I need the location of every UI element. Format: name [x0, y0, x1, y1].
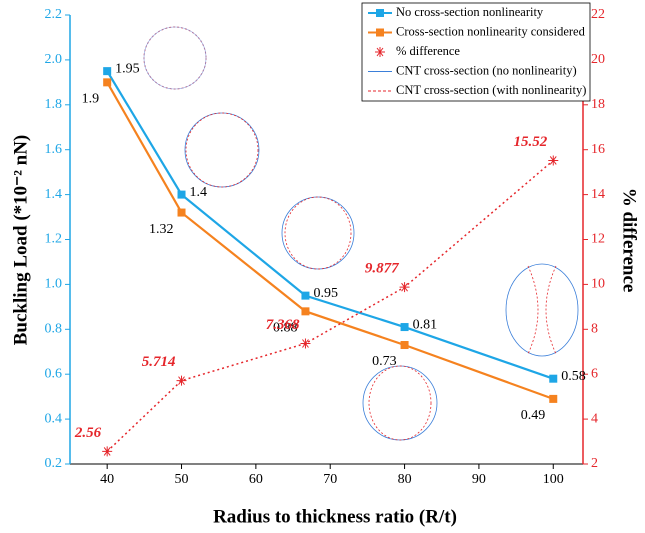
point [549, 374, 558, 383]
y2-tick-label: 8 [591, 322, 598, 337]
y2-tick-label: 14 [591, 187, 605, 202]
y2-tick-label: 4 [591, 411, 598, 426]
series-line [106, 159, 554, 452]
y2-tick-label: 20 [591, 52, 605, 67]
data-label: 0.58 [561, 369, 586, 384]
x-tick-label: 100 [543, 472, 564, 487]
cross-section-insets [143, 26, 579, 441]
point [103, 67, 112, 76]
data-label: 0.81 [413, 317, 438, 332]
x-tick-label: 40 [100, 472, 114, 487]
y2-tick-label: 18 [591, 97, 605, 112]
y-tick-label: 1.6 [45, 142, 63, 157]
data-label: 0.95 [313, 286, 338, 301]
y2-tick-label: 2 [591, 456, 598, 471]
point [102, 446, 113, 457]
legend-marker [376, 28, 384, 37]
y-tick-label: 1.4 [45, 187, 63, 202]
x-tick-label: 90 [472, 472, 486, 487]
y2-tick-label: 16 [591, 142, 605, 157]
point [300, 338, 311, 349]
legend-label: CNT cross-section (with nonlinearity) [396, 83, 586, 97]
data-label: 7.368 [266, 317, 300, 333]
point [399, 282, 410, 293]
data-label: 1.32 [149, 222, 174, 237]
data-label: 2.56 [74, 425, 102, 441]
y-tick-label: 1.2 [45, 232, 63, 247]
data-label: 1.9 [82, 92, 100, 107]
y2-tick-label: 12 [591, 232, 605, 247]
y-tick-label: 2.2 [45, 7, 63, 22]
data-label: 9.877 [365, 261, 399, 277]
data-label: 0.88 [273, 321, 298, 336]
data-label: 1.4 [190, 185, 208, 200]
data-label: 0.49 [521, 408, 546, 423]
y2-tick-label: 6 [591, 366, 598, 381]
y-axis-title: Buckling Load (*10⁻² nN) [10, 135, 31, 346]
y2-tick-label: 22 [591, 7, 605, 22]
legend-label: CNT cross-section (no nonlinearity) [396, 63, 577, 77]
point [177, 190, 186, 199]
legend: No cross-section nonlinearity Cross-secti… [361, 2, 591, 102]
x-tick-label: 70 [323, 472, 337, 487]
point [548, 155, 559, 166]
y-tick-label: 0.6 [45, 366, 63, 381]
y-tick-label: 1.0 [45, 277, 63, 292]
legend-label: % difference [396, 44, 460, 58]
point [301, 291, 310, 300]
data-label: 5.714 [142, 354, 176, 370]
legend-marker [376, 9, 384, 17]
point [400, 341, 409, 350]
y-tick-label: 2.0 [45, 52, 63, 67]
data-label: 1.95 [115, 61, 140, 76]
series-line [106, 70, 554, 380]
point [549, 394, 558, 403]
legend-label: No cross-section nonlinearity [396, 5, 544, 19]
point [103, 78, 112, 87]
y-tick-label: 0.8 [45, 322, 63, 337]
point [301, 307, 310, 316]
y2-axis-title: % difference [619, 188, 640, 293]
point [177, 208, 186, 217]
legend-label: Cross-section nonlinearity considered [396, 24, 586, 38]
x-tick-label: 60 [249, 472, 263, 487]
y2-tick-label: 10 [591, 277, 605, 292]
point [400, 323, 409, 332]
x-tick-label: 80 [398, 472, 412, 487]
x-axis-title: Radius to thickness ratio (R/t) [213, 506, 457, 527]
point [176, 375, 187, 386]
y-tick-label: 0.2 [45, 456, 63, 471]
data-label: 15.52 [514, 134, 548, 150]
series-line [106, 81, 554, 400]
legend-marker [375, 47, 385, 57]
legend-box [361, 2, 591, 102]
y-tick-label: 1.8 [45, 97, 63, 112]
x-tick-label: 50 [175, 472, 189, 487]
y-tick-label: 0.4 [45, 411, 63, 426]
data-label: 0.73 [372, 354, 397, 369]
